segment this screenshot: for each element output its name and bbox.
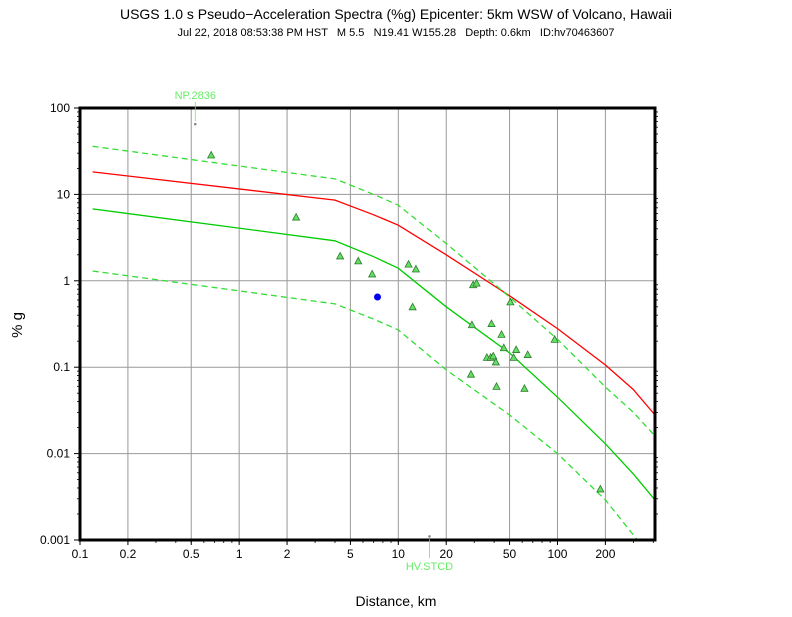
axis-ticks: 0.1 0.2 0.5 1 2 5 10 20 50 100 200 100 10 1 0.1 0.01 0.0… (40, 101, 658, 561)
station-point (489, 351, 498, 360)
station-point (520, 383, 529, 392)
station-point (506, 297, 515, 306)
x-tick-label: 5 (347, 547, 354, 561)
curve-green-lower (92, 270, 638, 541)
station-point (523, 350, 532, 358)
epicenter-point (374, 293, 382, 301)
station-point (206, 150, 216, 159)
plot-frame (78, 106, 657, 542)
x-tick-label: 20 (440, 547, 454, 561)
station-point (511, 345, 521, 353)
station-point (472, 278, 481, 287)
station-point (467, 320, 477, 329)
y-tick-label: 0.001 (40, 533, 70, 547)
x-tick-label: 100 (547, 547, 567, 561)
y-tick-label: 0.1 (53, 360, 70, 374)
station-point (354, 256, 363, 265)
chart-title: USGS 1.0 s Pseudo−Acceleration Spectra (… (120, 6, 672, 22)
station-point (491, 357, 501, 366)
x-tick-label: 2 (284, 547, 291, 561)
station-labels: NP.2836 HV.STCD (175, 90, 454, 573)
x-tick-label: 200 (595, 547, 615, 561)
y-axis-label: % g (9, 312, 26, 338)
station-point (497, 330, 506, 338)
grid-lines (80, 108, 655, 540)
station-point (404, 259, 413, 268)
x-tick-label: 1 (236, 547, 243, 561)
labeled-station-marker (193, 122, 197, 126)
y-tick-label: 10 (57, 187, 71, 201)
x-tick-label: 10 (392, 547, 406, 561)
y-tick-label: 100 (50, 101, 70, 115)
station-point (411, 264, 421, 273)
station-point (291, 212, 301, 221)
x-tick-label: 0.1 (72, 547, 89, 561)
x-tick-label: 0.2 (120, 547, 137, 561)
station-point (335, 251, 345, 260)
station-point (492, 382, 501, 390)
labeled-station-marker (428, 535, 431, 538)
curves (92, 145, 656, 541)
station-point (408, 302, 417, 311)
station-point (596, 484, 605, 493)
station-point (487, 319, 496, 327)
curve-green-upper (92, 145, 656, 437)
y-tick-label: 0.01 (47, 447, 71, 461)
data-points (206, 150, 605, 493)
station-point (509, 353, 518, 361)
station-point (367, 269, 377, 278)
curve-green-median (92, 208, 656, 501)
x-tick-label: 0.5 (183, 547, 200, 561)
plot-border (78, 106, 657, 542)
station-point (466, 369, 476, 378)
station-point (550, 335, 559, 343)
station-label: NP.2836 (175, 90, 216, 102)
y-tick-label: 1 (63, 274, 70, 288)
x-tick-label: 50 (503, 547, 517, 561)
station-label: HV.STCD (406, 561, 453, 573)
x-axis-label: Distance, km (356, 593, 437, 609)
station-point (499, 343, 508, 352)
chart-subtitle: Jul 22, 2018 08:53:38 PM HST M 5.5 N19.4… (178, 27, 615, 39)
curve-red-median (92, 171, 656, 416)
